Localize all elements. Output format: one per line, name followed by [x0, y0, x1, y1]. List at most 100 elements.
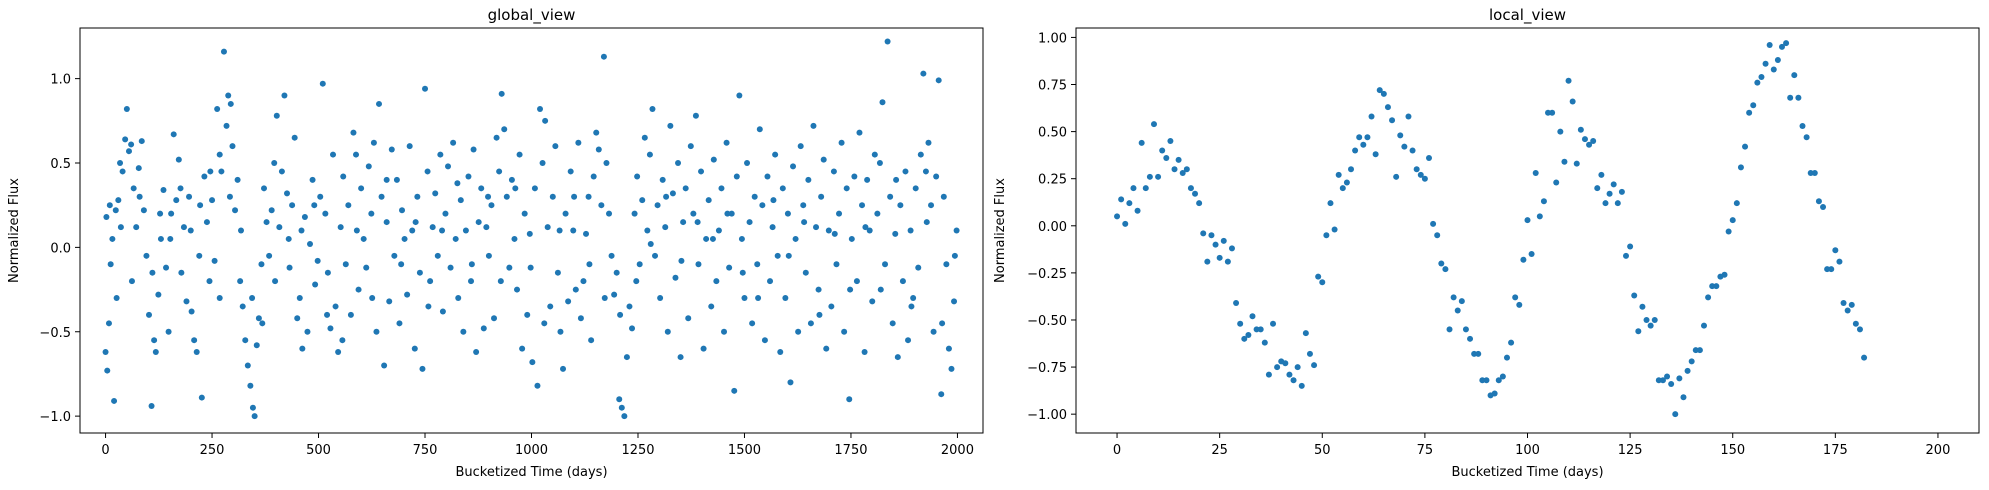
data-point	[899, 278, 906, 285]
data-point	[524, 311, 531, 318]
data-point	[401, 235, 408, 242]
data-point	[1631, 292, 1638, 299]
data-point	[709, 235, 716, 242]
data-point	[836, 210, 843, 217]
data-point	[178, 269, 185, 276]
data-point	[1565, 77, 1572, 84]
data-point	[206, 278, 213, 285]
data-point	[1343, 179, 1350, 186]
x-tick-label: 0	[1113, 443, 1121, 458]
data-point	[554, 269, 561, 276]
data-point	[450, 139, 457, 146]
data-point	[223, 122, 230, 129]
data-point	[876, 160, 883, 166]
data-point	[629, 325, 636, 332]
data-point	[514, 286, 521, 293]
data-point	[549, 193, 556, 200]
data-point	[815, 286, 822, 293]
x-tick-label: 1750	[834, 443, 867, 458]
data-point	[1807, 170, 1814, 177]
data-point	[1676, 375, 1683, 382]
data-point	[493, 134, 500, 141]
data-point	[358, 185, 365, 192]
data-point	[633, 278, 640, 285]
data-point	[1766, 41, 1773, 48]
data-point	[332, 303, 339, 310]
data-point	[255, 315, 262, 322]
data-point	[157, 235, 164, 242]
data-point	[473, 349, 480, 355]
data-point	[454, 180, 461, 187]
data-point	[239, 303, 246, 310]
data-point	[232, 207, 239, 214]
data-point	[1389, 117, 1396, 124]
data-point	[1594, 185, 1601, 192]
data-point	[284, 190, 291, 197]
data-point	[838, 139, 845, 146]
data-point	[571, 193, 578, 200]
x-tick-label: 200	[1926, 443, 1951, 458]
data-point	[713, 278, 720, 285]
data-point	[1852, 320, 1859, 327]
data-point	[149, 269, 156, 276]
data-point	[249, 404, 256, 411]
data-point	[1524, 217, 1531, 224]
data-point	[1294, 364, 1301, 371]
data-point	[1302, 330, 1309, 337]
plot-area	[1075, 27, 1980, 434]
data-point	[201, 173, 208, 180]
data-point	[273, 112, 280, 119]
data-point	[1610, 181, 1617, 188]
data-point	[409, 227, 416, 234]
data-point	[1352, 147, 1359, 154]
data-point	[1815, 198, 1822, 205]
data-point	[1721, 271, 1728, 278]
data-point	[893, 176, 900, 183]
data-point	[606, 210, 613, 217]
data-point	[940, 193, 947, 200]
data-point	[437, 151, 444, 158]
data-point	[943, 261, 950, 268]
data-point	[739, 269, 746, 276]
data-point	[512, 185, 519, 192]
data-point	[588, 337, 595, 344]
data-point	[1335, 171, 1342, 178]
data-point	[1372, 151, 1379, 158]
data-point	[165, 328, 172, 335]
data-point	[339, 337, 346, 344]
y-axis-label: Normalized Flux	[993, 178, 1008, 283]
data-point	[478, 185, 485, 192]
data-points	[1114, 40, 1868, 418]
data-point	[163, 264, 170, 271]
data-point	[1791, 72, 1798, 79]
data-point	[923, 219, 930, 226]
data-point	[1417, 171, 1424, 178]
data-point	[1467, 335, 1474, 342]
plot-area	[79, 27, 984, 434]
data-point	[639, 197, 646, 204]
data-point	[369, 295, 376, 301]
data-point	[874, 210, 881, 217]
x-tick-label: 250	[200, 443, 225, 458]
x-tick-label: 100	[1515, 443, 1540, 458]
data-point	[285, 235, 292, 242]
data-point	[542, 117, 549, 124]
data-point	[1545, 109, 1552, 116]
data-point	[879, 99, 886, 106]
data-point	[439, 308, 446, 315]
data-point	[157, 210, 164, 217]
y-tick-label: −0.75	[1027, 361, 1067, 376]
data-point	[1155, 173, 1162, 180]
data-point	[376, 100, 383, 107]
data-point	[1643, 316, 1650, 323]
data-point	[1142, 185, 1149, 192]
data-point	[1672, 411, 1679, 418]
data-point	[856, 129, 863, 136]
data-point	[595, 146, 602, 153]
data-point	[485, 252, 492, 259]
data-point	[1532, 170, 1539, 177]
data-point	[647, 241, 654, 247]
data-point	[1286, 371, 1293, 378]
data-point	[237, 278, 244, 285]
